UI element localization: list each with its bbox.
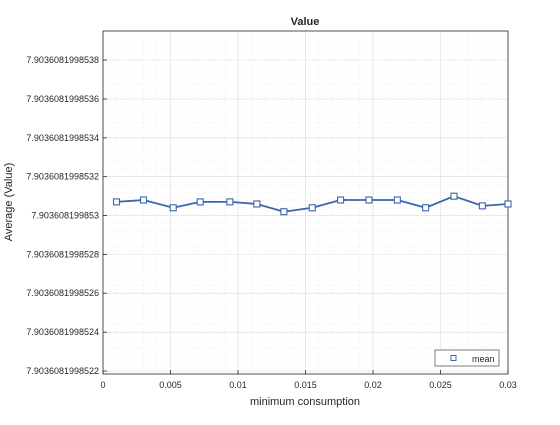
legend-marker-icon — [450, 355, 457, 361]
data-point-marker — [196, 198, 204, 206]
data-point-marker — [450, 192, 458, 200]
y-tick-label: 7.9036081998532 — [26, 172, 99, 182]
y-tick-label: 7.9036081998534 — [26, 133, 99, 143]
legend-label: mean — [472, 354, 495, 364]
data-point-marker — [280, 208, 288, 216]
data-point-marker — [253, 200, 261, 208]
data-point-marker — [504, 200, 512, 208]
data-point-marker — [226, 198, 234, 206]
x-tick-label: 0.025 — [429, 380, 452, 390]
y-tick-label: 7.9036081998524 — [26, 327, 99, 337]
data-point-marker — [112, 198, 121, 206]
x-axis: 0 0.005 0.01 0.015 0.02 0.025 0.03 — [100, 370, 517, 390]
chart-title: Value — [291, 16, 320, 28]
y-tick-label: 7.9036081998538 — [26, 55, 99, 65]
y-tick-label: 7.9036081998536 — [26, 94, 99, 104]
x-tick-label: 0.01 — [229, 380, 247, 390]
x-tick-label: 0 — [100, 380, 105, 390]
x-tick-label: 0.015 — [294, 380, 317, 390]
data-point-marker — [478, 202, 486, 210]
data-point-marker — [139, 196, 148, 204]
y-axis-label: Average (Value) — [3, 163, 15, 241]
y-axis: 7.9036081998522 7.9036081998524 7.90360819… — [26, 55, 107, 376]
series-layer — [112, 192, 512, 216]
y-tick-label: 7.9036081998528 — [26, 249, 99, 259]
x-tick-label: 0.02 — [364, 380, 382, 390]
x-tick-label: 0.005 — [159, 380, 182, 390]
y-tick-label: 7.9036081998526 — [26, 288, 99, 298]
legend-box — [434, 349, 500, 367]
data-point-marker — [308, 204, 316, 212]
data-point-marker — [365, 196, 373, 204]
data-point-marker — [169, 204, 177, 212]
x-axis-label: minimum consumption — [250, 396, 360, 408]
x-tick-label: 0.03 — [499, 380, 517, 390]
y-tick-label: 7.9036081998522 — [26, 366, 99, 376]
data-point-marker — [422, 204, 430, 212]
data-point-marker — [337, 196, 345, 204]
y-tick-label: 7.903608199853 — [31, 211, 99, 221]
legend: mean — [434, 349, 500, 367]
data-point-marker — [393, 196, 401, 204]
